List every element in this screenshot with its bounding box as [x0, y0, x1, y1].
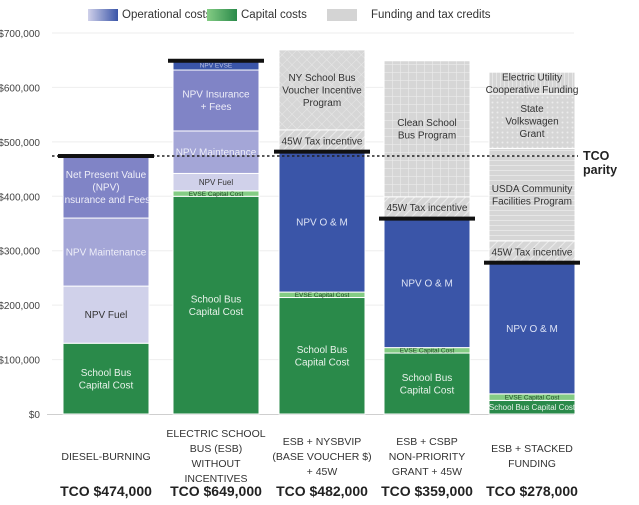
bar-segment	[278, 151, 366, 293]
segment-label: NPV Maintenance	[66, 248, 147, 259]
bar-stack: School Bus Capital Cost EVSE Capital Cost N…	[278, 49, 366, 415]
segment-label: NPV Fuel	[85, 310, 128, 321]
legend-item-funding: Funding and tax credits	[327, 5, 491, 25]
segment-label: 45W Tax incentive	[492, 247, 573, 258]
x-category-label: ESB + CSBP NON-PRIORITY GRANT + 45W	[388, 435, 466, 478]
y-tick-label: $700,000	[0, 29, 40, 40]
tco-marker	[274, 149, 370, 154]
tco-total-label: TCO $474,000	[60, 483, 152, 499]
segment-label: 45W Tax incentive	[282, 136, 363, 147]
segment-label: State Volkswagen Grant	[505, 104, 558, 140]
y-tick-label: $500,000	[0, 138, 40, 149]
segment-label: Clean School Bus Program	[397, 118, 456, 141]
y-tick-label: $100,000	[0, 356, 40, 367]
bar-stack: School Bus Capital Cost EVSE Capital Cost N…	[172, 60, 260, 415]
segment-label: EVSE Capital Cost	[295, 292, 350, 299]
bar-stack: School Bus Capital Cost EVSE Capital Cost…	[486, 71, 579, 415]
tco-marker	[58, 154, 154, 159]
legend-swatch-operational	[88, 9, 118, 21]
segment-label: 45W Tax incentive	[387, 203, 468, 214]
y-tick-label: $600,000	[0, 83, 40, 94]
segment-label: School Bus Capital Cost	[79, 368, 134, 392]
y-tick-label: $200,000	[0, 301, 40, 312]
segment-label: School Bus Capital Cost	[295, 345, 350, 369]
y-tick-label: $0	[29, 410, 41, 421]
segment-label: NPV O & M	[506, 324, 558, 335]
legend-item-capital: Capital costs	[207, 5, 307, 25]
bar-segment	[383, 218, 471, 349]
segment-label: NPV Insurance + Fees	[182, 90, 250, 114]
tco-total-label: TCO $359,000	[381, 483, 473, 499]
segment-label: NPV O & M	[401, 279, 453, 290]
bar-segment	[488, 71, 576, 95]
tco-total-label: TCO $278,000	[486, 483, 578, 499]
segment-label: Electric Utility Cooperative Funding	[486, 72, 579, 96]
x-category-label: ESB + NYSBVIP (BASE VOUCHER $) + 45W	[272, 435, 372, 478]
tco-marker	[379, 216, 475, 221]
segment-label: NPV O & M	[296, 217, 348, 228]
bar-segment	[488, 147, 576, 242]
segment-label: NPV Fuel	[199, 178, 233, 187]
chart-plot-area: $0 $100,000 $200,000 $300,000 $400,000 $500,0…	[0, 29, 580, 421]
segment-label: NPV Maintenance	[176, 148, 257, 159]
tco-total-label: TCO $649,000	[170, 483, 262, 499]
bar-segment	[172, 69, 260, 132]
tco-marker	[484, 260, 580, 265]
x-category-label: ESB + STACKED FUNDING	[491, 443, 573, 470]
bar-stack: School Bus Capital Cost NPV Fuel NPV Mainte…	[62, 155, 150, 415]
y-tick-label: $300,000	[0, 247, 40, 258]
bar-segment	[383, 60, 471, 198]
legend-label-capital: Capital costs	[241, 9, 307, 21]
segment-label: Net Present Value (NPV) Insurance and Fees	[62, 170, 150, 206]
segment-label: USDA Community Facilities Program	[492, 184, 573, 208]
y-tick-label: $400,000	[0, 192, 40, 203]
bar-segment	[172, 195, 260, 415]
tco-marker	[168, 58, 264, 63]
bar-segment	[172, 130, 260, 174]
tco-parity-label: TCO parity	[583, 149, 618, 177]
segment-label: School Bus Capital Cost	[189, 294, 244, 318]
legend-swatch-capital	[207, 9, 237, 21]
bar-segment	[488, 93, 576, 149]
segment-label: NY School Bus Voucher Incentive Program	[282, 73, 362, 109]
legend: Operational costs Capital costs Funding …	[0, 5, 639, 25]
legend-swatch-funding	[327, 9, 357, 21]
segment-label: School Bus Capital Cost	[400, 373, 455, 397]
segment-label: EVSE Capital Cost	[400, 348, 455, 355]
tco-total-label: TCO $482,000	[276, 483, 368, 499]
bar-segment	[62, 155, 150, 219]
legend-label-funding: Funding and tax credits	[371, 9, 491, 21]
x-category-label: DIESEL-BURNING	[61, 450, 151, 463]
segment-label: School Bus Capital Cost	[489, 403, 576, 412]
bar-stack: School Bus Capital Cost EVSE Capital Cost N…	[383, 60, 471, 415]
segment-label: EVSE Capital Cost	[505, 394, 560, 401]
bar-segment	[488, 262, 576, 395]
bar-segment	[383, 352, 471, 415]
legend-label-operational: Operational costs	[122, 9, 212, 21]
legend-item-operational: Operational costs	[88, 5, 212, 25]
segment-label: EVSE Capital Cost	[189, 191, 244, 198]
x-category-label: ELECTRIC SCHOOL BUS (ESB) WITHOUT INCENT…	[166, 428, 266, 485]
bar-segment	[278, 49, 366, 131]
segment-label: NPV EVSE	[200, 63, 233, 70]
